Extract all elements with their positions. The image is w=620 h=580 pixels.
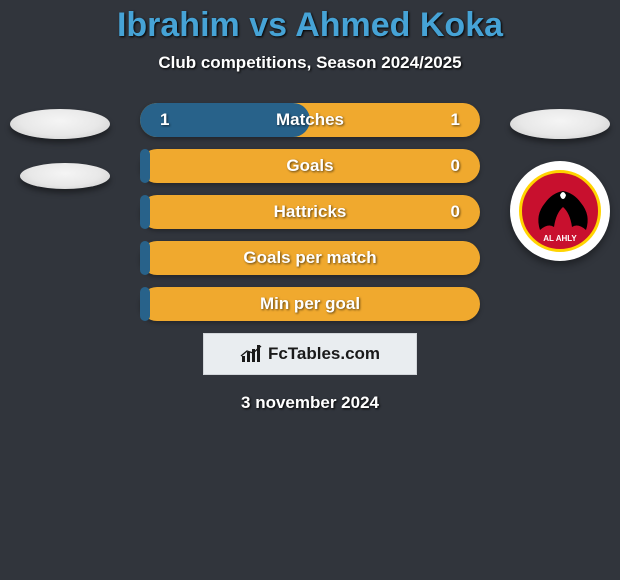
page-title: Ibrahim vs Ahmed Koka [0, 0, 620, 45]
watermark-text: FcTables.com [268, 344, 380, 364]
stat-bar: Goals0 [140, 149, 480, 183]
stat-label: Matches [140, 103, 480, 137]
stat-bar: Hattricks0 [140, 195, 480, 229]
stat-bar: 1Matches1 [140, 103, 480, 137]
eagle-icon [530, 185, 596, 235]
stat-right-value: 1 [451, 110, 460, 130]
stat-label: Goals per match [140, 241, 480, 275]
stat-label: Goals [140, 149, 480, 183]
right-player-badge: AL AHLY [510, 103, 610, 203]
chart-icon [240, 345, 262, 363]
club-logo: AL AHLY [510, 161, 610, 261]
stat-right-value: 0 [451, 202, 460, 222]
stat-right-value: 0 [451, 156, 460, 176]
club-logo-inner: AL AHLY [519, 170, 601, 252]
placeholder-ellipse [20, 163, 110, 189]
stat-bar: Min per goal [140, 287, 480, 321]
stat-bar: Goals per match [140, 241, 480, 275]
stat-label: Min per goal [140, 287, 480, 321]
comparison-content: AL AHLY 1Matches1Goals0Hattricks0Goals p… [0, 103, 620, 413]
stat-label: Hattricks [140, 195, 480, 229]
watermark: FcTables.com [203, 333, 417, 375]
comparison-bars: 1Matches1Goals0Hattricks0Goals per match… [140, 103, 480, 321]
date-text: 3 november 2024 [0, 393, 620, 413]
placeholder-ellipse [10, 109, 110, 139]
left-player-badge [10, 103, 110, 203]
club-logo-text: AL AHLY [522, 234, 598, 243]
subtitle: Club competitions, Season 2024/2025 [0, 53, 620, 73]
placeholder-ellipse [510, 109, 610, 139]
